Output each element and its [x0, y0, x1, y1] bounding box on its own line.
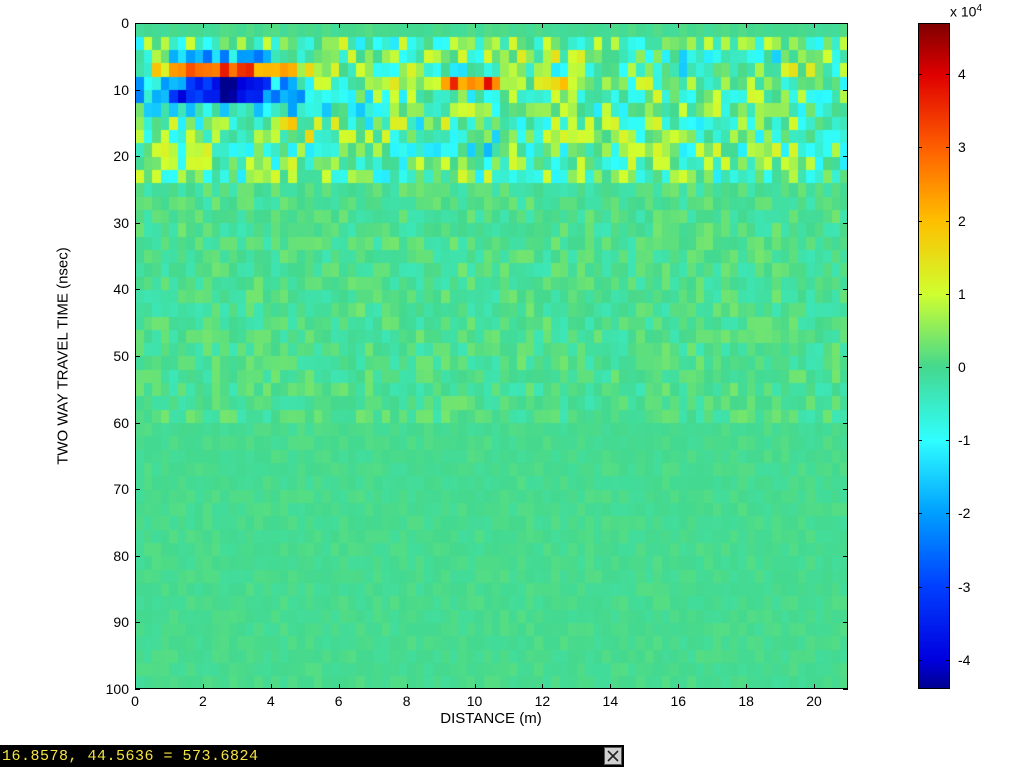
status-bar: 16.8578, 44.5636 = 573.6824: [0, 745, 624, 767]
y-tick-label: 90: [113, 614, 129, 630]
y-tick-label: 50: [113, 348, 129, 364]
y-tick-label: 80: [113, 548, 129, 564]
x-tick-label: 14: [603, 693, 619, 709]
heatmap-canvas: [135, 23, 848, 689]
x-tick-label: 10: [467, 693, 483, 709]
y-tick-label: 40: [113, 281, 129, 297]
x-tick-label: 20: [806, 693, 822, 709]
x-tick-label: 0: [131, 693, 139, 709]
x-tick-label: 8: [403, 693, 411, 709]
x-tick-label: 2: [199, 693, 207, 709]
close-icon: [607, 750, 619, 762]
close-button[interactable]: [604, 747, 622, 765]
figure-background: 010203040506070809010002468101214161820 …: [0, 0, 1024, 767]
y-tick-label: 20: [113, 148, 129, 164]
y-tick-label: 100: [106, 681, 129, 697]
colorbar-tick-label: -2: [958, 505, 970, 521]
x-tick-label: 4: [267, 693, 275, 709]
colorbar-tick-label: -1: [958, 432, 970, 448]
colorbar-tick-label: 3: [958, 139, 966, 155]
colorbar-canvas: [918, 23, 950, 689]
x-tick-label: 6: [335, 693, 343, 709]
colorbar-tick-label: 2: [958, 213, 966, 229]
colorbar[interactable]: -4-3-2-101234: [918, 23, 950, 689]
colorbar-tick-label: -4: [958, 652, 970, 668]
y-axis-label: TWO WAY TRAVEL TIME (nsec): [55, 247, 72, 465]
radargram-heatmap-axes[interactable]: 010203040506070809010002468101214161820: [135, 23, 848, 689]
x-tick-label: 12: [535, 693, 551, 709]
x-tick-label: 16: [670, 693, 686, 709]
y-tick-label: 60: [113, 415, 129, 431]
colorbar-tick-label: 1: [958, 286, 966, 302]
y-tick-label: 30: [113, 215, 129, 231]
y-tick-label: 70: [113, 481, 129, 497]
colorbar-tick-label: -3: [958, 579, 970, 595]
y-tick-label: 0: [121, 15, 129, 31]
cursor-readout-text: 16.8578, 44.5636 = 573.6824: [0, 748, 259, 765]
colorbar-tick-label: 0: [958, 359, 966, 375]
x-tick-label: 18: [738, 693, 754, 709]
colorbar-tick-label: 4: [958, 66, 966, 82]
y-tick-label: 10: [113, 82, 129, 98]
x-axis-label: DISTANCE (m): [440, 710, 541, 727]
colorbar-exponent-label: x 104: [950, 3, 982, 20]
